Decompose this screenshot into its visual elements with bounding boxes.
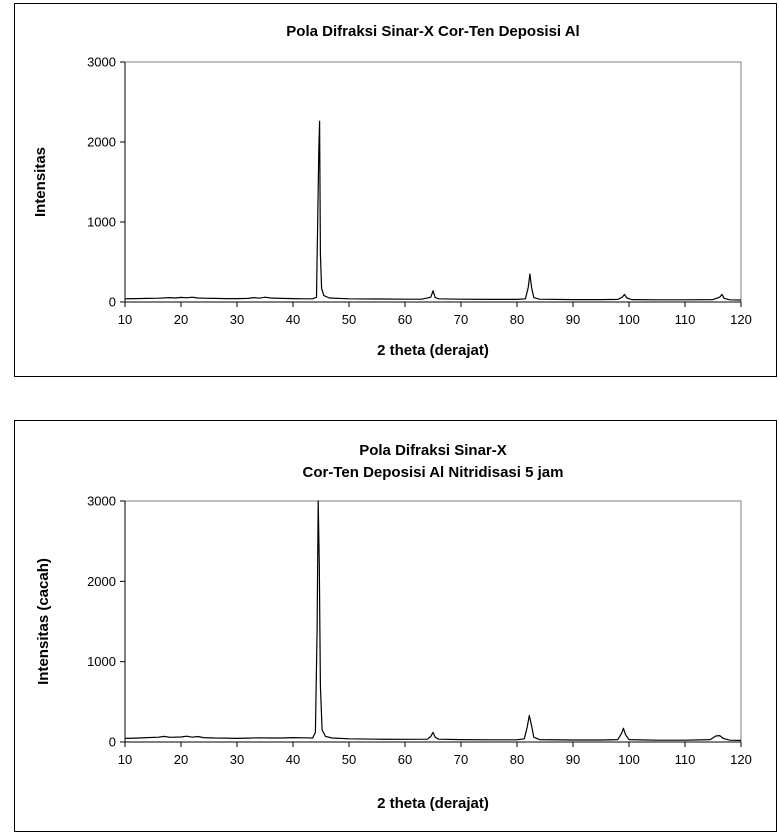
chart-2-x-tick-label: 80 [510,752,524,767]
chart-2-x-tick-label: 40 [286,752,300,767]
chart-2-title-line-1: Pola Difraksi Sinar-X [359,442,507,459]
chart-2-x-tick-label: 50 [342,752,356,767]
chart-2-y-tick-label: 0 [109,735,116,750]
chart-2-y-axis-label: Intensitas (cacah) [35,558,52,685]
chart-2-x-tick-label: 100 [618,752,640,767]
chart-2-x-tick-label: 90 [566,752,580,767]
chart-2-x-tick-label: 70 [454,752,468,767]
chart-1-x-axis-label: 2 theta (derajat) [377,342,489,359]
chart-1-y-tick-label: 3000 [87,55,116,70]
chart-panel-2: Pola Difraksi Sinar-X Cor-Ten Deposisi Al… [14,420,777,832]
chart-1-plot-area [124,61,742,303]
chart-2-y-tick-label: 1000 [87,654,116,669]
chart-1-y-axis-label: Intensitas [32,147,49,217]
chart-1-x-tick-label: 20 [174,312,188,327]
chart-2-svg: Pola Difraksi Sinar-X Cor-Ten Deposisi Al… [35,442,752,812]
chart-2-x-tick-label: 120 [730,752,752,767]
chart-1-y-tick-label: 1000 [87,215,116,230]
chart-1-x-tick-label: 40 [286,312,300,327]
chart-2-title-line-2: Cor-Ten Deposisi Al Nitridisasi 5 jam [303,464,564,481]
chart-2-x-tick-label: 60 [398,752,412,767]
chart-2-x-tick-label: 110 [675,752,696,767]
chart-1-x-tick-label: 90 [566,312,580,327]
chart-2-x-axis-label: 2 theta (derajat) [377,795,489,812]
chart-1-x-tick-label: 30 [230,312,244,327]
chart-2-x-tick-label: 30 [230,752,244,767]
chart-1-x-tick-label: 10 [118,312,132,327]
chart-1-x-tick-label: 110 [675,312,696,327]
chart-1-svg: Pola Difraksi Sinar-X Cor-Ten Deposisi A… [32,23,752,359]
chart-1-x-tick-label: 120 [730,312,752,327]
chart-2-plot-area [124,500,742,743]
chart-1-x-tick-label: 60 [398,312,412,327]
chart-2-y-tick-label: 3000 [87,494,116,509]
chart-1-y-tick-label: 0 [109,295,116,310]
chart-panel-1: Pola Difraksi Sinar-X Cor-Ten Deposisi A… [14,3,777,377]
chart-1-title-line-1: Pola Difraksi Sinar-X Cor-Ten Deposisi A… [286,23,579,40]
chart-2-x-tick-label: 10 [118,752,132,767]
chart-1-series-line-1 [124,120,742,301]
chart-1-y-tick-label: 2000 [87,135,116,150]
chart-1-x-tick-label: 100 [618,312,640,327]
chart-1-x-tick-label: 70 [454,312,468,327]
chart-1-x-tick-label: 50 [342,312,356,327]
chart-2-y-tick-label: 2000 [87,574,116,589]
chart-2-series-line-1 [124,500,742,741]
chart-2-x-tick-label: 20 [174,752,188,767]
chart-1-x-tick-label: 80 [510,312,524,327]
